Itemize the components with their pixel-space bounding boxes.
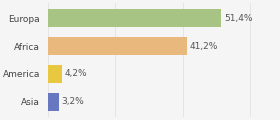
- Bar: [48, 9, 221, 27]
- Text: 41,2%: 41,2%: [190, 42, 218, 51]
- Text: 51,4%: 51,4%: [224, 14, 252, 23]
- Text: 3,2%: 3,2%: [61, 97, 84, 106]
- Bar: [48, 37, 187, 55]
- Text: 4,2%: 4,2%: [65, 69, 87, 78]
- Bar: [48, 93, 59, 111]
- Bar: [48, 65, 62, 83]
